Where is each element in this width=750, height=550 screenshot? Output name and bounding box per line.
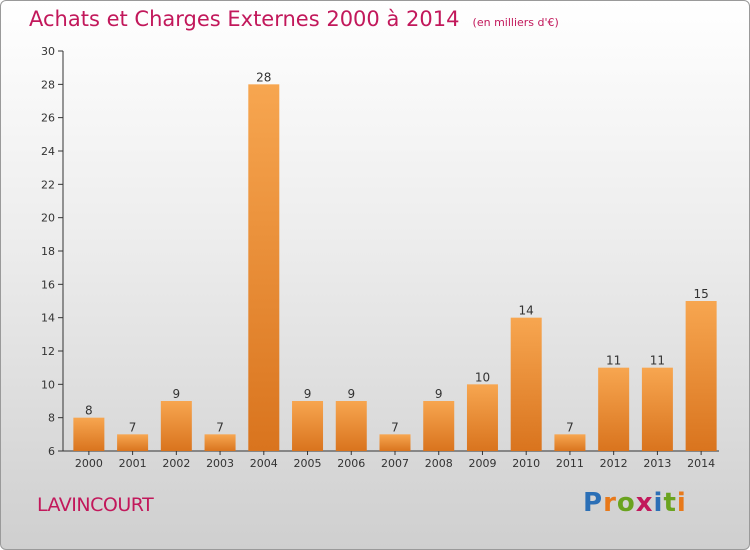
bar-value-label: 7 — [129, 420, 137, 434]
x-tick-label: 2007 — [381, 457, 409, 470]
commune-name: LAVINCOURT — [37, 494, 154, 516]
bar-2010 — [510, 317, 542, 451]
bar-value-label: 11 — [606, 354, 621, 368]
bar-2005 — [292, 401, 324, 451]
chart-title: Achats et Charges Externes 2000 à 2014 — [29, 7, 460, 31]
bar-2001 — [117, 434, 149, 451]
chart-unit: (en milliers d'€) — [472, 16, 559, 29]
bar-2014 — [685, 301, 717, 451]
x-tick-label: 2005 — [294, 457, 322, 470]
bar-2008 — [423, 401, 455, 451]
bar-value-label: 11 — [650, 354, 665, 368]
bar-value-label: 7 — [391, 420, 399, 434]
x-tick-label: 2000 — [75, 457, 103, 470]
x-tick-label: 2001 — [119, 457, 147, 470]
x-tick-label: 2004 — [250, 457, 278, 470]
y-tick-label: 8 — [48, 412, 55, 425]
chart-title-block: Achats et Charges Externes 2000 à 2014 (… — [29, 7, 559, 31]
bar-2013 — [641, 367, 673, 451]
chart-axes: 6 8 10 12 14 16 18 20 22 24 26 28 30 2000 2001 2002 2003… — [41, 45, 719, 470]
bar-2006 — [335, 401, 367, 451]
y-tick-label: 22 — [41, 178, 55, 191]
bar-2004 — [248, 84, 280, 451]
x-tick-label: 2011 — [556, 457, 584, 470]
x-tick-label: 2012 — [600, 457, 628, 470]
y-tick-label: 12 — [41, 345, 55, 358]
bar-value-label: 15 — [693, 287, 708, 301]
y-tick-label: 24 — [41, 145, 55, 158]
y-tick-label: 10 — [41, 378, 55, 391]
chart-bars: 8 7 9 7 28 9 9 7 9 10 14 7 11 11 15 — [73, 70, 717, 451]
proxiti-logo[interactable]: Proxiti — [583, 488, 687, 518]
bar-2012 — [598, 367, 630, 451]
bar-value-label: 14 — [519, 304, 534, 318]
bar-value-label: 9 — [435, 387, 443, 401]
y-tick-label: 6 — [48, 445, 55, 458]
bar-value-label: 7 — [216, 420, 224, 434]
bar-2007 — [379, 434, 411, 451]
bar-value-label: 9 — [347, 387, 355, 401]
bar-value-label: 8 — [85, 404, 93, 418]
y-tick-label: 14 — [41, 312, 55, 325]
y-tick-label: 16 — [41, 278, 55, 291]
x-tick-label: 2009 — [468, 457, 496, 470]
bar-value-label: 10 — [475, 370, 490, 384]
bar-value-label: 7 — [566, 420, 574, 434]
y-tick-label: 20 — [41, 212, 55, 225]
y-tick-label: 30 — [41, 45, 55, 58]
x-tick-label: 2002 — [162, 457, 190, 470]
x-tick-label: 2003 — [206, 457, 234, 470]
y-tick-label: 26 — [41, 112, 55, 125]
bar-2003 — [204, 434, 236, 451]
bar-value-label: 9 — [304, 387, 312, 401]
x-tick-label: 2014 — [687, 457, 715, 470]
x-tick-label: 2008 — [425, 457, 453, 470]
bar-2011 — [554, 434, 586, 451]
y-tick-label: 18 — [41, 245, 55, 258]
x-tick-label: 2010 — [512, 457, 540, 470]
bar-2000 — [73, 417, 105, 451]
bar-value-label: 28 — [256, 70, 271, 84]
bar-2002 — [160, 401, 192, 451]
y-tick-label: 28 — [41, 78, 55, 91]
bar-2009 — [466, 384, 498, 451]
x-tick-label: 2013 — [643, 457, 671, 470]
x-tick-label: 2006 — [337, 457, 365, 470]
bar-value-label: 9 — [173, 387, 181, 401]
